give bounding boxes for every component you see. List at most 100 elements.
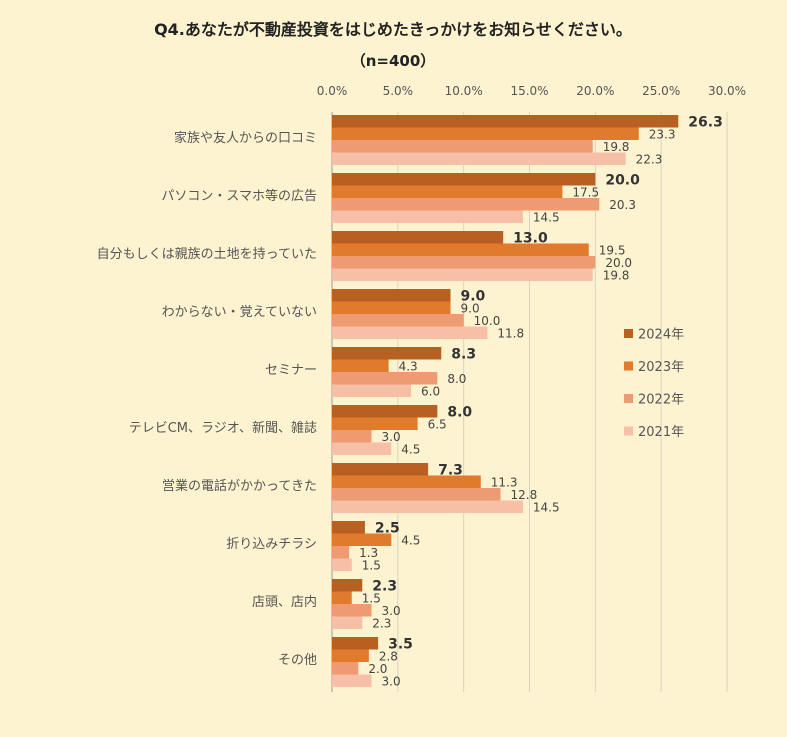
data-label: 8.3 [451,346,476,362]
data-label: 20.0 [605,172,640,188]
bar [332,243,589,256]
data-label: 9.0 [461,301,480,315]
bar-group: 20.0 17.5 20.3 14.5 [332,172,640,224]
data-label: 23.3 [649,127,676,141]
data-label: 13.0 [513,230,548,246]
bar-group: 2.31.53.02.3 [332,578,401,630]
bar [332,579,363,592]
data-label: 20.0 [605,256,632,270]
data-label: 14.5 [533,500,560,514]
bar [332,662,359,675]
x-tick-label: 20.0% [576,84,614,98]
data-label: 4.3 [399,359,418,373]
bar [332,521,365,534]
bar [332,210,523,223]
legend-item: 2024年 [624,328,684,343]
legend-item: 2023年 [624,360,684,375]
legend-item: 2021年 [624,425,684,440]
data-label: 10.0 [474,314,501,328]
legend-swatch [624,329,633,338]
data-label: 17.5 [572,185,599,199]
bar [332,347,442,360]
x-tick-label: 5.0% [383,84,414,98]
data-label: 3.5 [388,636,413,652]
category-label: 店頭、店内 [252,594,317,610]
legend-label: 2023年 [638,360,684,375]
data-label: 26.3 [688,114,723,130]
bar [332,463,429,476]
data-label: 9.0 [461,288,486,304]
data-label: 12.8 [511,488,538,502]
data-label: 6.5 [428,417,447,431]
bar-group: 9.09.010.011.8 [332,288,524,340]
bar [332,533,392,546]
data-label: 1.5 [362,591,381,605]
bar [332,616,363,629]
data-label: 1.5 [362,558,381,572]
category-label: テレビCM、ラジオ、新聞、雑誌 [129,420,317,436]
x-tick-label: 15.0% [510,84,548,98]
bar-groups: 26.3 23.3 19.8 22.3 20.0 17.5 20.3 14.5 13.0 19.5… [332,114,723,688]
legend: 2024年 2023年 2022年 2021年 [624,328,684,440]
bar-group: 8.3 4.3 8.0 6.0 [332,346,476,398]
category-label: 営業の電話がかかってきた [162,478,317,494]
legend-label: 2021年 [638,425,684,440]
bar [332,649,369,662]
legend-item: 2022年 [624,393,684,408]
bar [332,430,372,443]
bar-group: 13.0 19.520.019.8 [332,230,632,282]
x-tick-label: 25.0% [642,84,680,98]
bar [332,442,392,455]
bar [332,115,679,128]
x-tick-label: 0.0% [317,84,348,98]
bar [332,405,438,418]
bar [332,185,563,198]
bar [332,604,372,617]
data-label: 2.0 [368,662,387,676]
bar [332,558,352,571]
bar [332,546,350,559]
category-label: セミナー [265,363,317,378]
data-label: 19.8 [603,140,630,154]
data-label: 2.8 [379,649,398,663]
bar-group: 2.54.5 1.31.5 [332,520,420,572]
bar [332,256,596,269]
data-label: 4.5 [401,533,420,547]
category-label: 折り込みチラシ [226,537,317,552]
x-tick-label: 10.0% [445,84,483,98]
data-label: 1.3 [359,546,378,560]
bar [332,301,451,314]
category-label: 自分もしくは親族の土地を持っていた [97,246,317,262]
x-axis-ticks: 0.0% 5.0% 10.0% 15.0% 20.0% 25.0% 30.0% [317,84,746,98]
bar [332,372,438,385]
data-label: 2.3 [372,578,397,594]
legend-label: 2024年 [638,328,684,343]
data-label: 8.0 [447,372,466,386]
data-label: 19.5 [599,243,626,257]
legend-swatch [624,426,633,436]
bar-group: 8.06.5 3.04.5 [332,404,472,456]
bar [332,488,501,501]
bar [332,359,389,372]
category-label: 家族や友人からの口コミ [174,130,317,146]
bar [332,140,593,153]
data-label: 20.3 [609,198,636,212]
bar [332,289,451,302]
bar [332,417,418,430]
chart-title: Q4.あなたが不動産投資をはじめたきっかけをお知らせください。 [154,20,632,39]
legend-swatch [624,361,633,371]
bar [332,637,379,650]
data-label: 3.0 [382,604,401,618]
bar [332,326,488,339]
category-label: わからない・覚えていない [162,305,317,320]
data-label: 11.8 [497,326,524,340]
data-label: 11.3 [491,475,518,489]
bar [332,173,596,186]
bar [332,314,464,327]
category-label: パソコン・スマホ等の広告 [161,188,317,204]
bar-group: 3.52.82.03.0 [332,636,413,688]
x-tick-label: 30.0% [708,84,746,98]
bar [332,198,600,211]
